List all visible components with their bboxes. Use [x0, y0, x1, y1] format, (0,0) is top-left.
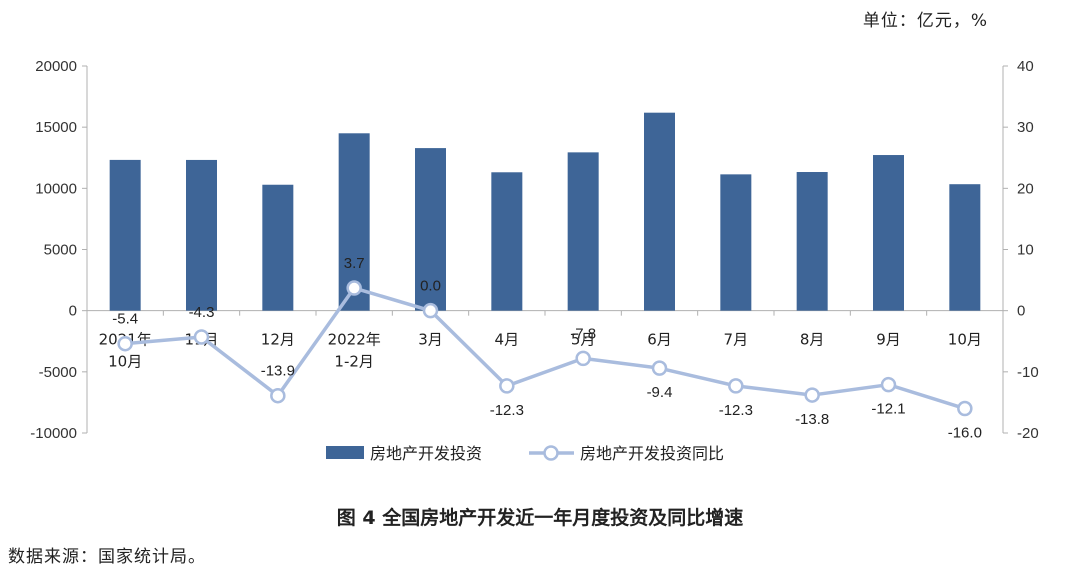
growth-data-label: 3.7	[344, 255, 365, 272]
left-axis-tick-label: 15000	[35, 119, 77, 136]
growth-point	[880, 376, 897, 393]
growth-point	[804, 387, 820, 403]
category-label: 10月	[948, 331, 982, 349]
growth-point	[957, 400, 973, 417]
growth-point	[346, 280, 362, 296]
right-axis-tick-label: 10	[1017, 242, 1034, 259]
category-label: 5月	[571, 331, 596, 349]
growth-point	[499, 378, 515, 394]
bar	[567, 152, 599, 311]
line-series: -5.4 -4.3 -13.9 3.7 0.0 -12.3 -7.8 -9.4 -12.3 -13…	[112, 255, 982, 441]
growth-point	[575, 350, 591, 367]
bar	[186, 159, 217, 311]
left-axis-tick-label: 20000	[35, 58, 77, 75]
growth-point	[117, 335, 133, 352]
growth-point	[270, 387, 286, 404]
right-axis-tick-label: 40	[1017, 58, 1034, 75]
growth-point	[651, 360, 668, 376]
data-source-note: 数据来源：国家统计局。	[8, 547, 206, 567]
growth-data-label: -12.1	[871, 401, 905, 418]
growth-data-label: 0.0	[420, 278, 441, 295]
bar	[262, 184, 294, 311]
legend-bar-label: 房地产开发投资	[370, 444, 482, 463]
growth-line	[125, 286, 966, 411]
bar	[873, 155, 904, 311]
growth-data-label: -5.4	[112, 311, 138, 328]
left-axis-tick-label: -5000	[39, 364, 77, 381]
chart: 20000 15000 10000 5000 0 -5000 -10000 40 30 20 10 0…	[30, 58, 1038, 463]
growth-data-label: -13.9	[261, 363, 295, 380]
bar	[415, 148, 446, 311]
bar	[949, 184, 981, 311]
chart-axes: 20000 15000 10000 5000 0 -5000 -10000 40 30 20 10 0…	[30, 58, 1038, 442]
right-axis-tick-label: 30	[1017, 119, 1034, 136]
bar	[720, 174, 752, 311]
figure-caption: 图 4 全国房地产开发近一年月度投资及同比增速	[336, 507, 744, 529]
bar	[796, 172, 828, 311]
category-label: 6月	[647, 331, 672, 349]
growth-point	[193, 329, 210, 345]
left-axis-tick-label: 10000	[35, 180, 77, 197]
growth-data-label: -16.0	[948, 425, 982, 442]
bar	[644, 112, 675, 311]
bar	[491, 172, 523, 311]
right-axis-tick-label: -10	[1017, 364, 1039, 381]
legend-bar-swatch	[326, 446, 364, 459]
right-axis-tick-label: -20	[1017, 425, 1039, 442]
growth-point	[728, 378, 744, 394]
category-label: 2022年 1-2月	[328, 331, 381, 371]
legend-line-label: 房地产开发投资同比	[580, 444, 724, 463]
category-label: 7月	[724, 331, 749, 349]
growth-data-label: -7.8	[570, 325, 596, 342]
unit-label: 单位：亿元，%	[862, 11, 988, 31]
growth-data-label: -13.8	[795, 411, 829, 428]
legend: 房地产开发投资 房地产开发投资同比	[326, 444, 724, 463]
category-label: 12月	[261, 331, 295, 349]
legend-line-marker	[543, 445, 559, 461]
left-axis-tick-label: 0	[69, 303, 77, 320]
category-label: 8月	[800, 331, 825, 349]
category-label: 9月	[876, 331, 901, 349]
left-axis-tick-label: -10000	[30, 425, 77, 442]
growth-data-label: -12.3	[719, 402, 753, 419]
left-axis-tick-label: 5000	[44, 242, 77, 259]
right-axis-tick-label: 20	[1017, 180, 1034, 197]
category-label: 4月	[495, 331, 520, 349]
right-axis-tick-label: 0	[1017, 303, 1025, 320]
bar-series	[109, 112, 981, 311]
growth-point	[422, 302, 439, 319]
growth-data-label: -4.3	[189, 304, 215, 321]
growth-data-label: -9.4	[647, 384, 673, 401]
bar	[109, 159, 141, 311]
category-label: 3月	[418, 331, 443, 349]
growth-data-label: -12.3	[490, 402, 524, 419]
